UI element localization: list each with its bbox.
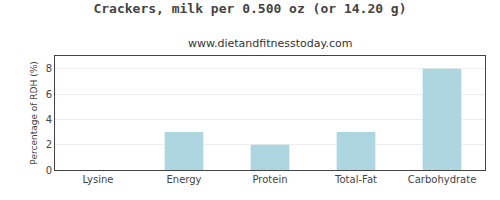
svg-text:Carbohydrate: Carbohydrate [408, 174, 477, 185]
svg-text:Lysine: Lysine [82, 174, 113, 185]
svg-text:4: 4 [46, 114, 52, 125]
svg-text:8: 8 [46, 63, 52, 74]
svg-text:Crackers, milk per 0.500 oz (o: Crackers, milk per 0.500 oz (or 14.20 g) [93, 1, 406, 16]
svg-text:2: 2 [46, 139, 52, 150]
svg-text:Percentage of RDH (%): Percentage of RDH (%) [29, 61, 39, 164]
svg-text:Energy: Energy [166, 174, 201, 185]
svg-text:Total-Fat: Total-Fat [334, 174, 377, 185]
svg-text:Protein: Protein [252, 174, 287, 185]
svg-text:www.dietandfitnesstoday.com: www.dietandfitnesstoday.com [188, 37, 352, 50]
svg-text:6: 6 [46, 89, 52, 100]
svg-text:0: 0 [46, 165, 52, 176]
